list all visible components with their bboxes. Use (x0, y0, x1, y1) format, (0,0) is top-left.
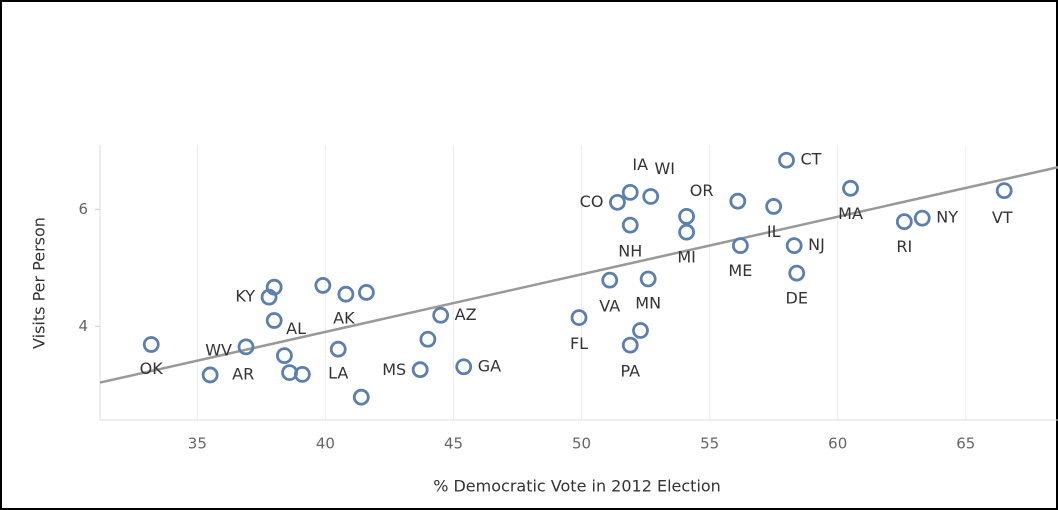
point (621, 216, 639, 234)
x-tick-label: 50 (572, 435, 591, 453)
point-label: AK (333, 309, 355, 328)
point (731, 237, 749, 255)
point (411, 361, 429, 379)
point (765, 198, 783, 215)
point (678, 207, 695, 225)
point-label: PA (620, 362, 640, 381)
point (293, 365, 311, 383)
point-label: VA (599, 297, 620, 316)
point (601, 271, 619, 289)
point (265, 312, 283, 329)
point-label: NJ (808, 235, 825, 254)
point-label: FL (570, 334, 588, 353)
point-label: OR (690, 181, 714, 200)
point-label: NY (936, 208, 958, 227)
point-label: ME (728, 261, 752, 280)
y-axis-title: Visits Per Person (30, 217, 49, 349)
point-label: IL (767, 222, 781, 241)
point (570, 309, 588, 327)
point (265, 278, 283, 296)
point (455, 358, 473, 376)
x-tick-label: 55 (700, 435, 719, 453)
point (621, 183, 639, 201)
point-label: WI (654, 159, 675, 178)
point-label: AZ (455, 305, 477, 324)
point (276, 347, 293, 365)
point (237, 338, 255, 356)
point-label: RI (896, 237, 912, 256)
point-label: MS (382, 360, 406, 379)
point (357, 284, 375, 301)
x-tick-label: 35 (188, 435, 207, 453)
point (729, 192, 747, 210)
point (632, 322, 649, 339)
point (788, 264, 806, 282)
point-label: MN (635, 293, 661, 312)
trend-line (99, 166, 1058, 384)
point-label: CT (800, 150, 821, 169)
point (995, 182, 1013, 200)
point (314, 277, 332, 294)
point-label: VT (992, 208, 1013, 227)
point (142, 336, 160, 353)
point (329, 340, 347, 358)
point-label: AR (232, 364, 254, 383)
point (785, 237, 803, 255)
point (609, 193, 626, 211)
point-label: CO (580, 192, 604, 211)
point (895, 213, 913, 231)
point (778, 151, 795, 169)
point-label: DE (786, 289, 808, 308)
point (678, 223, 695, 241)
x-tick-label: 40 (316, 435, 335, 453)
point (842, 179, 859, 197)
x-tick-label: 60 (828, 435, 847, 453)
point-label: AL (286, 319, 306, 338)
point-label: MA (838, 204, 863, 223)
point (337, 285, 355, 303)
point (201, 366, 219, 384)
y-tick-label: 6 (78, 200, 88, 218)
point (913, 209, 931, 227)
point-label: WV (205, 340, 232, 359)
point-label: MI (677, 248, 696, 267)
point (419, 330, 437, 348)
x-tick-label: 45 (444, 435, 463, 453)
x-tick-label: 65 (956, 435, 975, 453)
point (621, 336, 639, 354)
point-label: NH (618, 242, 642, 261)
point-label: OK (140, 359, 164, 378)
point (352, 388, 370, 406)
point (432, 306, 450, 324)
y-tick-label: 4 (78, 317, 88, 335)
point-label: IA (632, 155, 648, 174)
point-label: LA (328, 364, 348, 383)
point-label: KY (235, 287, 255, 306)
point (639, 270, 657, 288)
x-axis-title: % Democratic Vote in 2012 Election (433, 477, 721, 496)
point-label: GA (478, 356, 501, 375)
point (642, 188, 660, 205)
